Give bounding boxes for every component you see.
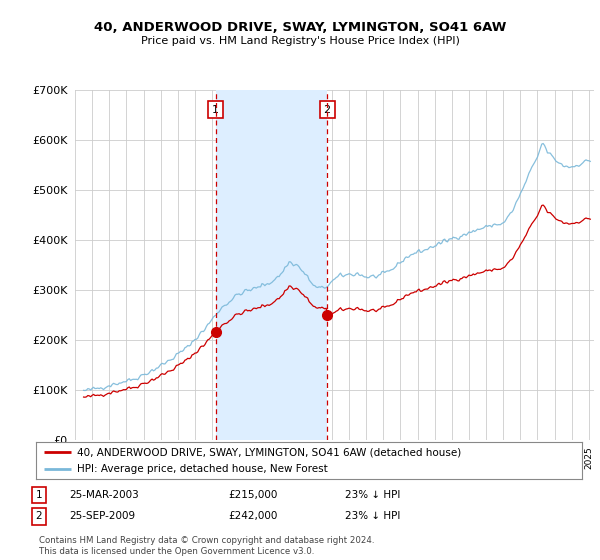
Text: 1: 1: [212, 105, 219, 115]
Text: 25-SEP-2009: 25-SEP-2009: [69, 511, 135, 521]
Text: 25-MAR-2003: 25-MAR-2003: [69, 490, 139, 500]
Bar: [216, 90, 327, 440]
Text: £242,000: £242,000: [228, 511, 277, 521]
Text: Price paid vs. HM Land Registry's House Price Index (HPI): Price paid vs. HM Land Registry's House …: [140, 36, 460, 46]
Text: 1: 1: [35, 490, 43, 500]
Text: Contains HM Land Registry data © Crown copyright and database right 2024.
This d: Contains HM Land Registry data © Crown c…: [39, 536, 374, 556]
Text: 23% ↓ HPI: 23% ↓ HPI: [345, 511, 400, 521]
Text: HPI: Average price, detached house, New Forest: HPI: Average price, detached house, New …: [77, 464, 328, 474]
Text: 23% ↓ HPI: 23% ↓ HPI: [345, 490, 400, 500]
Text: 2: 2: [35, 511, 43, 521]
Text: £215,000: £215,000: [228, 490, 277, 500]
Text: 40, ANDERWOOD DRIVE, SWAY, LYMINGTON, SO41 6AW (detached house): 40, ANDERWOOD DRIVE, SWAY, LYMINGTON, SO…: [77, 447, 461, 457]
Text: 2: 2: [323, 105, 331, 115]
Text: 40, ANDERWOOD DRIVE, SWAY, LYMINGTON, SO41 6AW: 40, ANDERWOOD DRIVE, SWAY, LYMINGTON, SO…: [94, 21, 506, 34]
